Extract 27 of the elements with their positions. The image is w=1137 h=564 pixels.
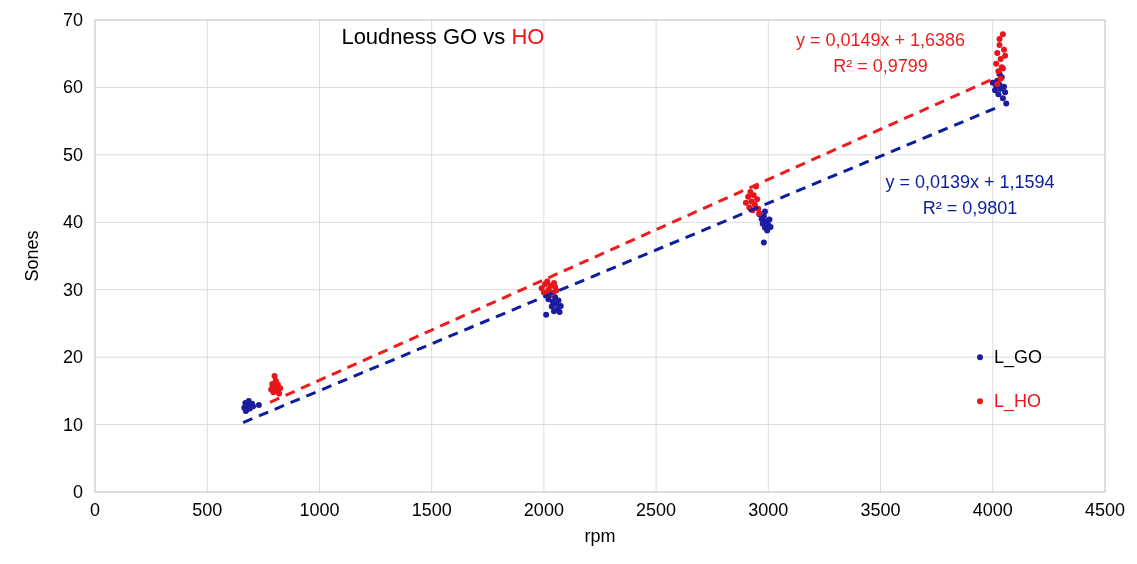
legend-label: L_GO	[994, 347, 1043, 369]
x-tick-label: 1500	[411, 500, 452, 520]
y-tick-label: 60	[62, 77, 83, 98]
x-axis-title: rpm	[584, 526, 616, 546]
annotation: R² = 0,9801	[922, 198, 1018, 219]
annotation: y = 0,0139x + 1,1594	[885, 172, 1055, 193]
annotation: R² = 0,9799	[833, 56, 928, 77]
y-tick-label: 70	[62, 10, 83, 30]
x-tick-label: 0	[89, 500, 101, 520]
y-tick-label: 30	[62, 279, 83, 300]
x-tick-label: 500	[192, 500, 223, 520]
x-tick-label: 2000	[523, 500, 564, 520]
x-tick-label: 2500	[636, 500, 677, 520]
x-tick-label: 4000	[972, 500, 1013, 520]
chart-title: Loudness GO vs HO	[341, 24, 545, 49]
y-axis-title: Sones	[22, 230, 42, 282]
y-tick-label: 50	[62, 144, 83, 165]
x-tick-label: 1000	[299, 500, 340, 520]
y-tick-label: 0	[72, 482, 83, 502]
y-tick-label: 40	[62, 212, 83, 233]
y-tick-label: 10	[62, 414, 83, 435]
y-tick-label: 20	[62, 347, 83, 368]
annotation: y = 0,0149x + 1,6386	[795, 30, 966, 51]
x-tick-label: 3000	[748, 500, 789, 520]
legend-label: L_HO	[994, 391, 1042, 413]
x-tick-label: 3500	[860, 500, 901, 520]
x-tick-label: 4500	[1084, 500, 1126, 520]
